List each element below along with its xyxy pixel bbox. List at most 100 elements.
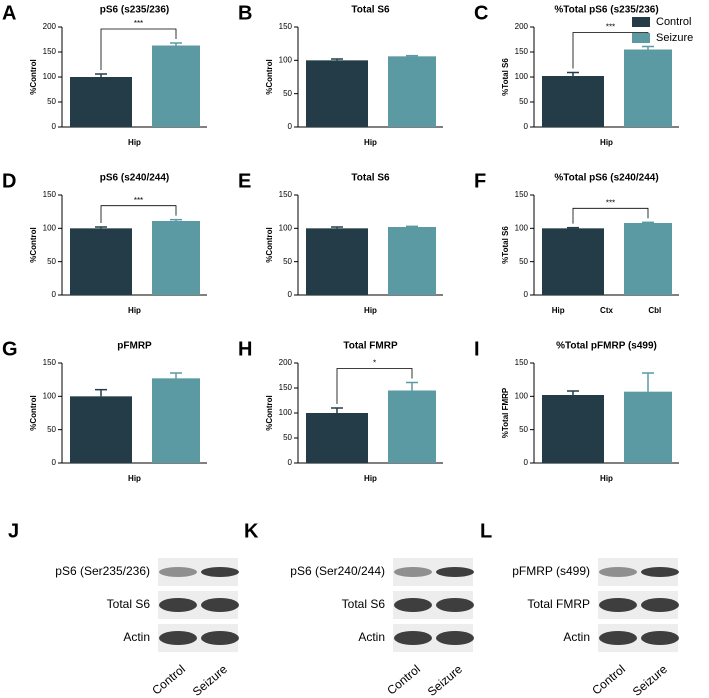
panel-letter: E	[238, 170, 251, 192]
x-tick-label: Hip	[364, 138, 377, 147]
x-tick-label: Hip	[600, 138, 613, 147]
legend-label: Control	[656, 16, 691, 28]
panel-letter: F	[474, 170, 486, 192]
y-tick-label: 50	[519, 257, 528, 266]
panel-letter: I	[474, 338, 480, 360]
y-tick-label: 0	[52, 290, 57, 299]
panel-letter: K	[244, 520, 259, 542]
error-bar	[642, 221, 654, 224]
blot-row-label: Total S6	[107, 597, 151, 611]
blot-band	[159, 598, 197, 612]
chart-title: pFMRP	[117, 341, 152, 352]
y-tick-label: 100	[515, 223, 529, 232]
y-tick-label: 0	[288, 458, 293, 467]
legend-swatch	[632, 17, 650, 27]
y-tick-label: 150	[43, 190, 57, 199]
error-bar	[567, 71, 579, 76]
bar	[70, 228, 132, 295]
panel-letter: B	[238, 2, 252, 24]
blot-lane-label: Seizure	[425, 662, 465, 698]
significance-bracket	[100, 205, 177, 223]
y-tick-label: 150	[43, 47, 57, 56]
bar	[70, 396, 132, 463]
blot-band	[394, 598, 432, 612]
blot-band	[201, 598, 239, 612]
bar	[388, 56, 436, 128]
y-tick-label: 150	[279, 22, 293, 31]
y-tick-label: 150	[515, 358, 529, 367]
bar	[542, 395, 604, 463]
chart-title: %Total pS6 (s240/244)	[554, 173, 658, 184]
bar	[70, 77, 132, 127]
bar	[306, 413, 368, 463]
blot-band	[436, 598, 474, 612]
blot-band	[159, 631, 197, 645]
bar	[624, 49, 672, 127]
error-bar	[331, 407, 343, 413]
y-axis-label: %Control	[265, 395, 274, 431]
y-axis-label: %Total S6	[501, 226, 510, 264]
panel-letter: J	[8, 520, 19, 542]
chart-title: pS6 (s240/244)	[100, 173, 170, 184]
x-tick-label: Hip	[600, 474, 613, 483]
y-tick-label: 50	[519, 425, 528, 434]
y-tick-label: 100	[279, 55, 293, 64]
blot-band	[641, 631, 679, 645]
y-tick-label: 0	[52, 122, 57, 131]
blot-row-label: pS6 (Ser235/236)	[55, 564, 150, 578]
y-tick-label: 0	[288, 122, 293, 131]
y-tick-label: 100	[279, 408, 293, 417]
y-tick-label: 150	[43, 358, 57, 367]
x-tick-label: Cbl	[648, 306, 661, 315]
panel-letter: L	[480, 520, 492, 542]
bar	[388, 227, 436, 295]
y-tick-label: 50	[519, 97, 528, 106]
y-tick-label: 200	[279, 358, 293, 367]
bar	[306, 60, 368, 128]
error-bar	[170, 372, 182, 379]
panel-letter: G	[2, 338, 18, 360]
panel-letter: A	[2, 2, 16, 24]
error-bar	[406, 225, 418, 228]
y-tick-label: 50	[47, 425, 56, 434]
significance-bracket	[572, 207, 649, 224]
blot-band	[641, 567, 679, 577]
error-bar	[170, 42, 182, 46]
blot-band	[599, 567, 637, 577]
x-tick-label: Hip	[128, 306, 141, 315]
y-tick-label: 0	[524, 458, 529, 467]
x-tick-label: Hip	[128, 138, 141, 147]
chart-title: Total S6	[351, 173, 390, 184]
error-bar	[567, 390, 579, 395]
error-bar	[95, 226, 107, 229]
significance-label: ***	[134, 196, 143, 205]
x-tick-label: Hip	[364, 474, 377, 483]
y-tick-label: 0	[524, 122, 529, 131]
blot-band	[201, 631, 239, 645]
y-tick-label: 100	[43, 72, 57, 81]
significance-bracket	[336, 368, 413, 404]
bar	[542, 228, 604, 295]
y-axis-label: %Control	[29, 227, 38, 263]
legend-label: Seizure	[656, 32, 693, 44]
x-tick-label: Hip	[552, 306, 565, 315]
y-tick-label: 50	[47, 257, 56, 266]
error-bar	[331, 226, 343, 229]
blot-row-label: Actin	[123, 630, 150, 644]
significance-label: ***	[606, 23, 615, 32]
y-tick-label: 150	[515, 190, 529, 199]
y-tick-label: 0	[524, 290, 529, 299]
blot-lane-label: Control	[384, 662, 423, 698]
blot-band	[436, 631, 474, 645]
y-axis-label: %Total S6	[501, 58, 510, 96]
y-axis-label: %Control	[29, 59, 38, 95]
legend-swatch	[632, 33, 650, 43]
y-tick-label: 100	[43, 223, 57, 232]
blot-lane-label: Control	[149, 662, 188, 698]
significance-label: ***	[606, 198, 615, 207]
bar	[542, 76, 604, 127]
blot-row-label: pS6 (Ser240/244)	[290, 564, 385, 578]
y-tick-label: 0	[288, 290, 293, 299]
panel-letter: D	[2, 170, 16, 192]
